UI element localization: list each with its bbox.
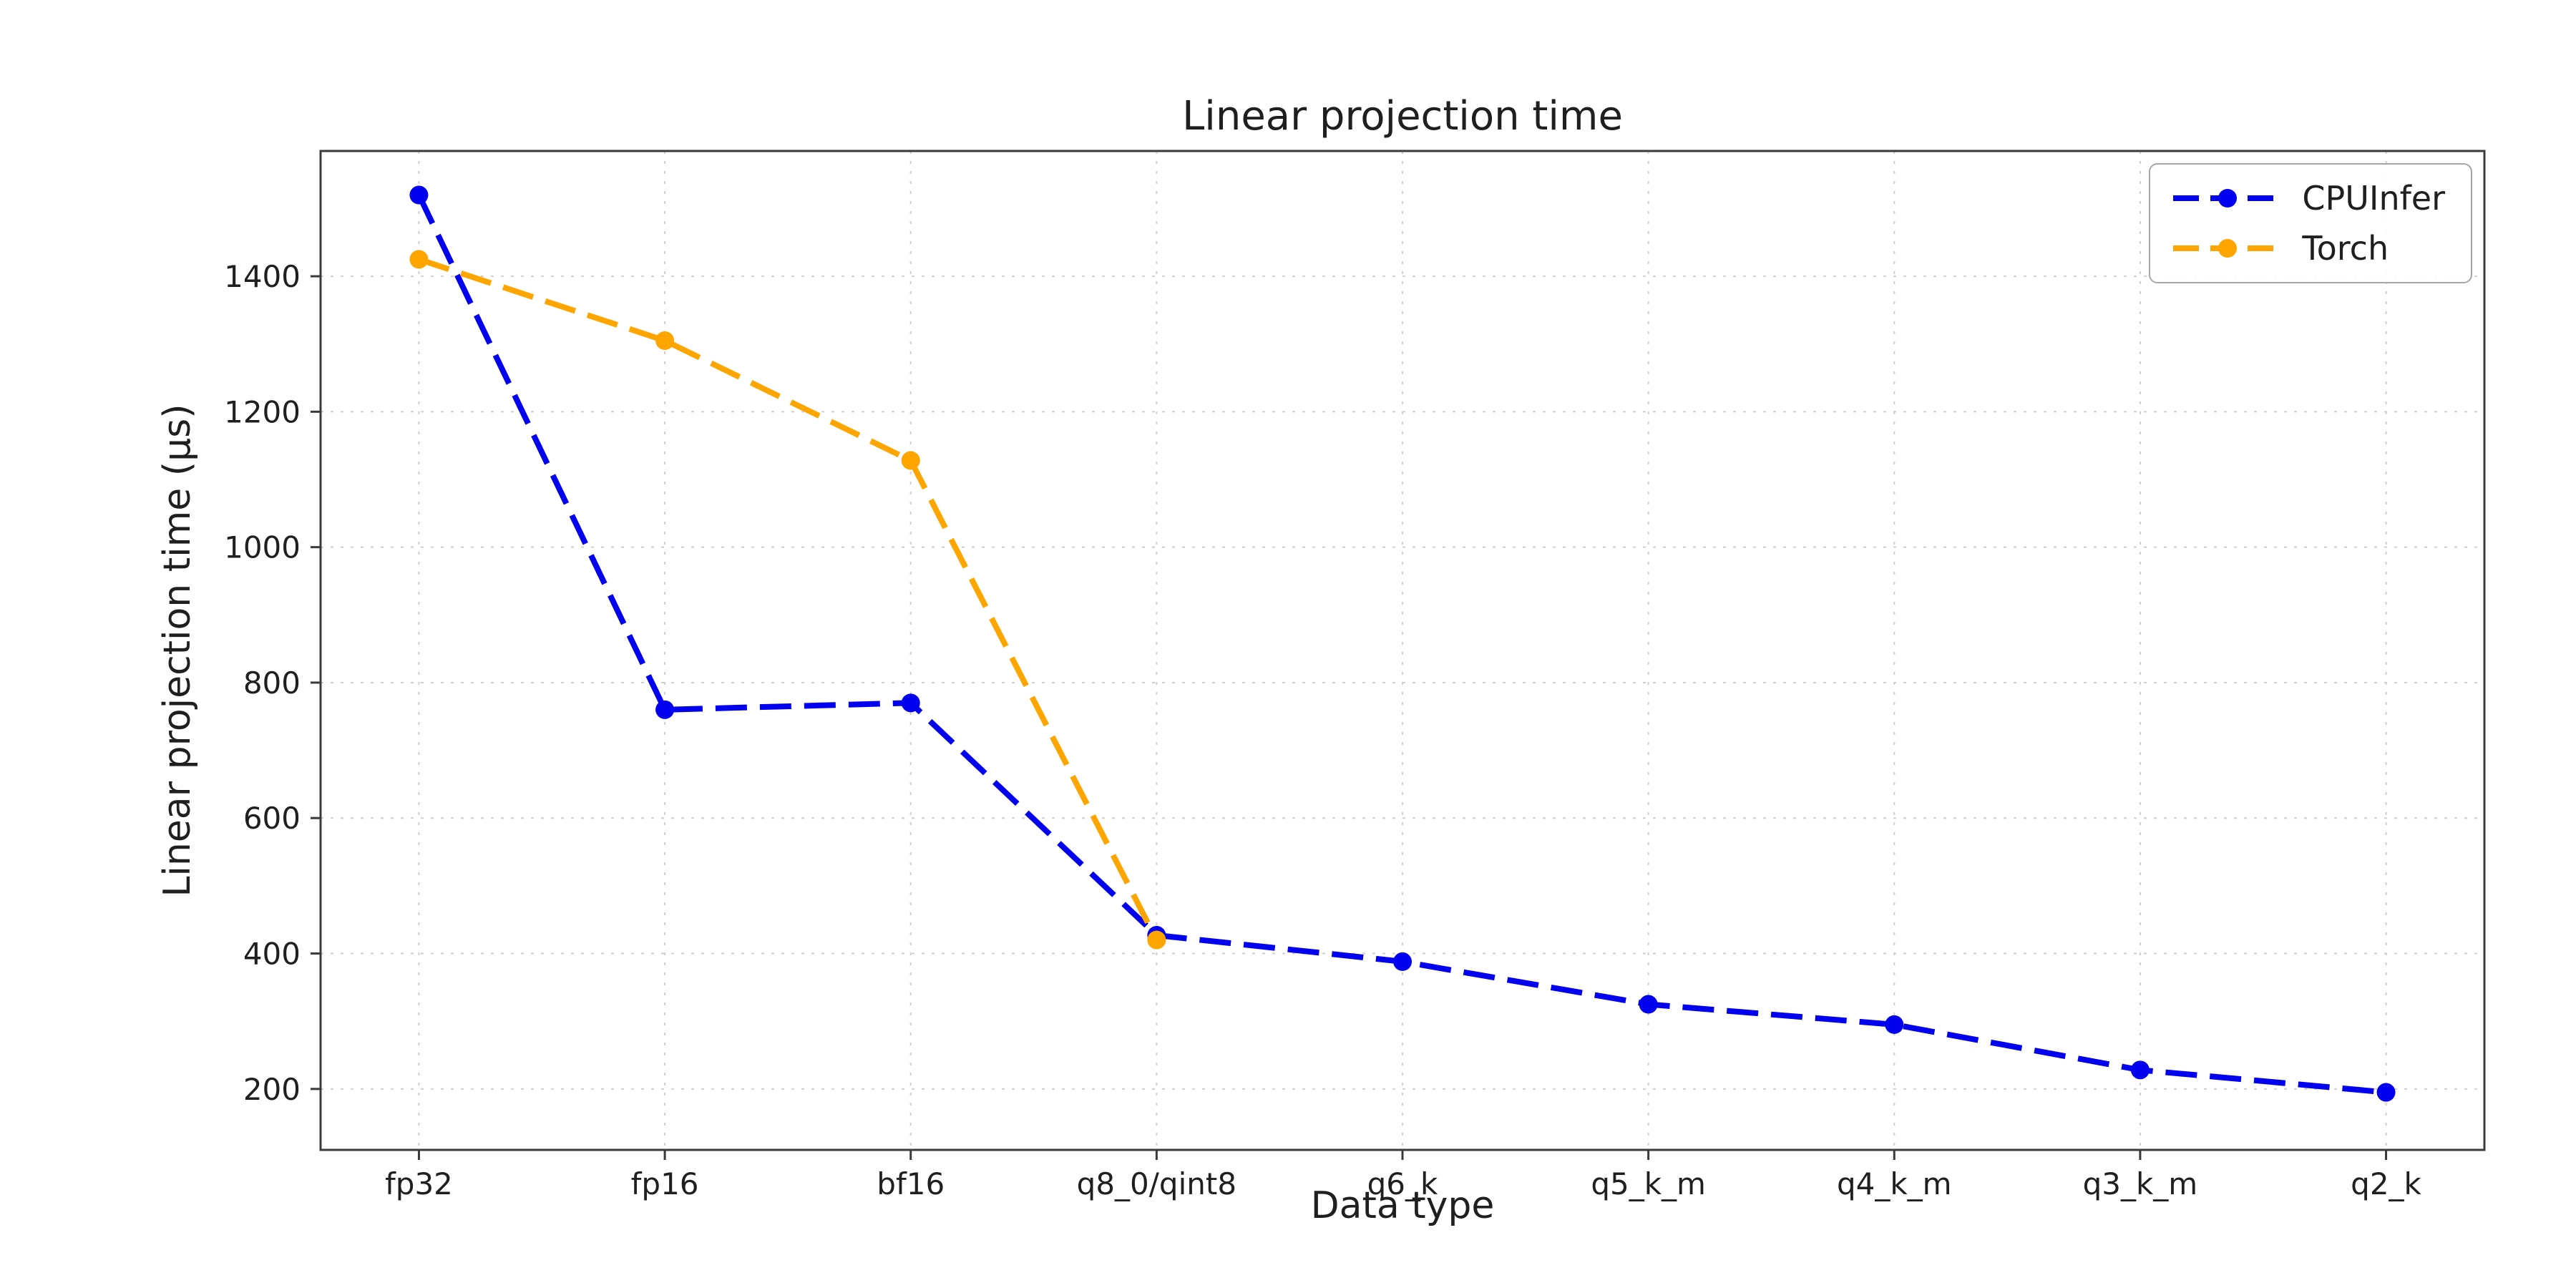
- y-tick-label: 1000: [224, 530, 301, 565]
- series-marker-CPUInfer: [1885, 1015, 1904, 1034]
- plot-border: [319, 150, 2486, 1151]
- series-marker-CPUInfer: [2376, 1083, 2396, 1102]
- series-marker-CPUInfer: [1393, 952, 1412, 971]
- series-marker-CPUInfer: [409, 185, 429, 205]
- y-tick-label: 200: [243, 1072, 301, 1107]
- series-marker-Torch: [409, 250, 429, 269]
- y-axis-label: Linear projection time (µs): [156, 404, 199, 897]
- series-marker-Torch: [901, 451, 920, 470]
- x-axis-label: Data type: [1310, 1184, 1495, 1227]
- series-marker-CPUInfer: [1639, 995, 1658, 1014]
- x-tick-label: q4_k_m: [1837, 1166, 1952, 1201]
- x-tick-label: q6_k: [1367, 1166, 1438, 1201]
- legend-item-Torch: Torch: [2170, 229, 2445, 268]
- legend-sample-marker: [2218, 239, 2238, 258]
- x-tick-label: fp32: [385, 1166, 453, 1201]
- legend-line-sample: [2173, 239, 2283, 258]
- y-tick-label: 400: [243, 937, 301, 972]
- legend-label: Torch: [2302, 229, 2389, 268]
- legend: CPUInfer Torch: [2149, 163, 2472, 283]
- x-tick-label: fp16: [631, 1166, 699, 1201]
- chart-title: Linear projection time: [1182, 93, 1623, 140]
- series-marker-Torch: [655, 331, 675, 351]
- x-tick-label: q3_k_m: [2083, 1166, 2198, 1201]
- legend-line-sample: [2173, 189, 2283, 208]
- y-tick-label: 800: [243, 665, 301, 701]
- x-tick-label: q5_k_m: [1591, 1166, 1706, 1201]
- series-marker-CPUInfer: [655, 700, 675, 719]
- series-marker-CPUInfer: [901, 693, 920, 713]
- x-tick-label: q2_k: [2351, 1166, 2421, 1201]
- x-tick-label: q8_0/qint8: [1077, 1166, 1236, 1201]
- x-tick-label: bf16: [877, 1166, 945, 1201]
- y-tick-label: 1200: [224, 394, 301, 429]
- series-marker-Torch: [1147, 930, 1166, 950]
- y-tick-label: 1400: [224, 259, 301, 294]
- legend-label: CPUInfer: [2302, 179, 2445, 218]
- y-tick-label: 600: [243, 801, 301, 836]
- legend-sample-marker: [2218, 189, 2238, 208]
- series-marker-CPUInfer: [2130, 1060, 2150, 1080]
- series-line-Torch: [418, 256, 1159, 942]
- legend-item-CPUInfer: CPUInfer: [2170, 179, 2445, 218]
